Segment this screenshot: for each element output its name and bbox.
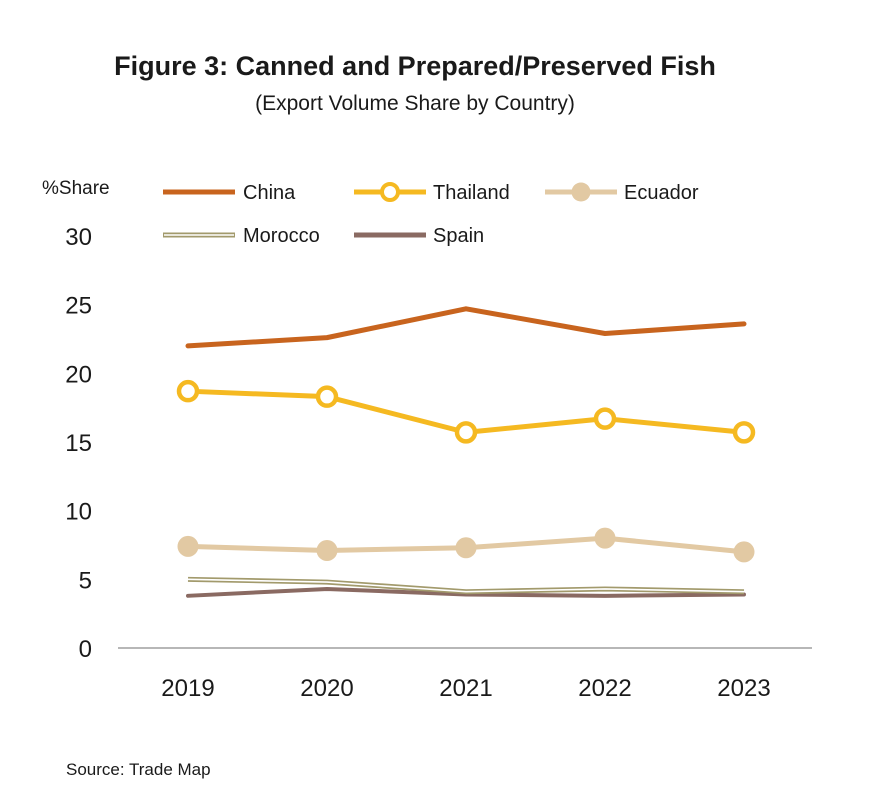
series-china (185, 306, 747, 349)
source-note: Source: Trade Map (66, 760, 211, 779)
y-axis-ticks: 0 5 10 15 20 25 30 (65, 224, 92, 663)
series-layer (176, 306, 756, 598)
legend-item-morocco: Morocco (163, 225, 320, 247)
legend-item-thailand: Thailand (354, 182, 510, 204)
x-tick-label: 2020 (300, 675, 353, 702)
chart-title: Figure 3: Canned and Prepared/Preserved … (114, 51, 716, 81)
y-axis-label: %Share (42, 178, 110, 199)
x-tick-label: 2019 (161, 675, 214, 702)
legend-marker-ecuador (571, 182, 591, 202)
y-tick-label: 25 (65, 293, 92, 320)
data-point-thailand (315, 385, 339, 408)
data-point-thailand (593, 407, 617, 430)
series-thailand (176, 379, 756, 444)
legend-label-thailand: Thailand (433, 182, 510, 204)
legend-label-spain: Spain (433, 225, 484, 247)
chart-subtitle: (Export Volume Share by Country) (255, 92, 575, 115)
x-axis-ticks: 2019 2020 2021 2022 2023 (161, 675, 770, 702)
data-point-ecuador (733, 541, 755, 563)
legend-marker-thailand (380, 182, 400, 202)
data-point-ecuador (455, 537, 477, 559)
data-point-ecuador (177, 535, 199, 557)
legend-label-china: China (243, 182, 296, 204)
y-tick-label: 30 (65, 224, 92, 251)
legend-label-morocco: Morocco (243, 225, 320, 247)
legend-item-ecuador: Ecuador (545, 182, 699, 204)
legend-item-china: China (163, 182, 296, 204)
series-line-spain (186, 586, 746, 598)
y-tick-label: 5 (79, 567, 92, 594)
series-ecuador (177, 527, 755, 563)
x-tick-label: 2021 (439, 675, 492, 702)
data-point-thailand (732, 421, 756, 444)
data-point-thailand (454, 421, 478, 444)
data-point-ecuador (594, 527, 616, 549)
series-spain (186, 586, 746, 598)
data-point-thailand (176, 379, 200, 403)
legend-label-ecuador: Ecuador (624, 182, 699, 204)
legend: China Thailand Ecuador Morocco Spain (163, 182, 699, 247)
legend-item-spain: Spain (354, 225, 484, 247)
y-tick-label: 20 (65, 361, 92, 388)
data-point-ecuador (316, 539, 338, 561)
series-line-inner-morocco (187, 578, 745, 593)
x-tick-label: 2022 (578, 675, 631, 702)
y-tick-label: 0 (79, 636, 92, 663)
series-morocco (187, 576, 745, 595)
series-line-china (185, 306, 747, 349)
y-tick-label: 15 (65, 430, 92, 457)
x-tick-label: 2023 (717, 675, 770, 702)
y-tick-label: 10 (65, 499, 92, 526)
